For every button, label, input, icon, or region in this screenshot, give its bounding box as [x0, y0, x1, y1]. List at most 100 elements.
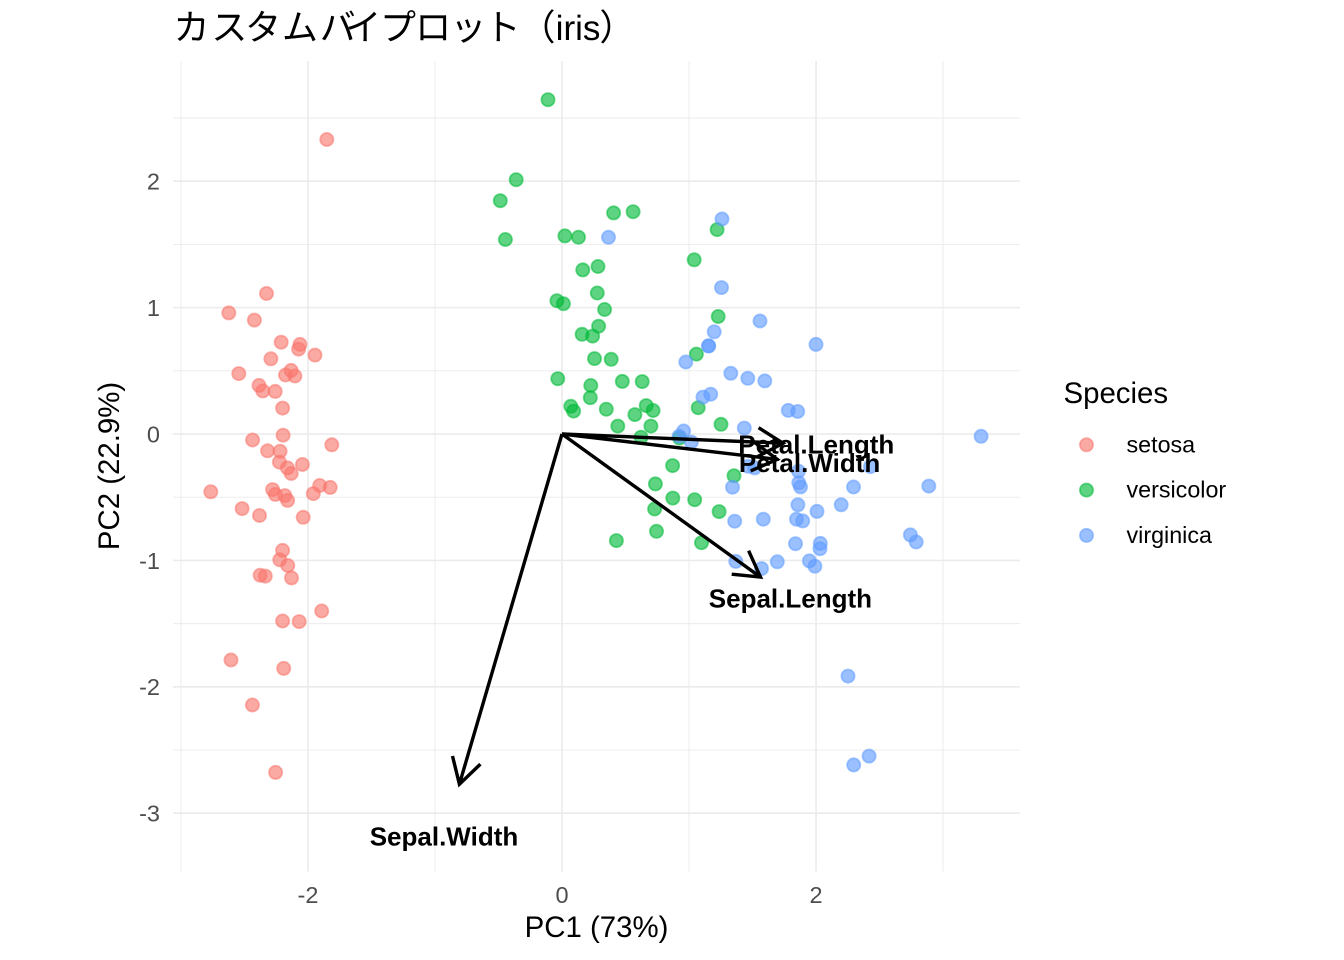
point-virginica — [695, 389, 711, 405]
point-versicolor — [665, 458, 681, 474]
point-versicolor — [625, 204, 641, 220]
point-versicolor — [540, 92, 556, 108]
point-setosa — [324, 437, 340, 453]
loading-label-Petal.Width: Petal.Width — [739, 448, 880, 478]
point-versicolor — [643, 418, 659, 434]
plot-title — [177, 9, 611, 44]
y-tick-label: -1 — [139, 548, 160, 574]
point-setosa — [276, 660, 292, 676]
point-setosa — [223, 652, 239, 668]
arrow-Sepal.Width — [450, 433, 564, 788]
point-versicolor — [557, 228, 573, 244]
point-versicolor — [687, 492, 703, 508]
point-versicolor — [710, 308, 726, 324]
grid-minor-lines — [173, 61, 1020, 872]
point-versicolor — [582, 390, 598, 406]
point-versicolor — [497, 231, 513, 247]
point-virginica — [736, 420, 752, 436]
point-versicolor — [549, 293, 565, 309]
point-virginica — [908, 534, 924, 550]
point-virginica — [706, 324, 722, 340]
point-versicolor — [610, 418, 626, 434]
point-setosa — [305, 486, 321, 502]
point-setosa — [314, 603, 330, 619]
arrow-Sepal.Length — [561, 432, 764, 580]
point-setosa — [307, 347, 323, 363]
legend-label-virginica: virginica — [1127, 522, 1212, 548]
y-tick-label: 2 — [147, 169, 160, 195]
loading-arrows — [450, 426, 787, 788]
point-setosa — [280, 492, 296, 508]
point-setosa — [203, 484, 219, 500]
point-setosa — [221, 305, 237, 321]
point-virginica — [812, 535, 828, 551]
x-axis-title: PC1 (73%) — [525, 911, 669, 944]
y-tick-label: 1 — [147, 295, 160, 321]
point-virginica — [833, 497, 849, 513]
point-setosa — [275, 613, 291, 629]
point-setosa — [234, 501, 250, 517]
point-virginica — [740, 370, 756, 386]
point-setosa — [263, 351, 279, 367]
point-versicolor — [647, 476, 663, 492]
point-setosa — [251, 507, 267, 523]
point-setosa — [251, 377, 267, 393]
loading-labels: Sepal.Length Sepal.Width Petal.LengthPetal… — [370, 430, 895, 852]
legend: Species setosa versicolor virginica — [1064, 377, 1227, 548]
point-versicolor — [591, 318, 607, 334]
point-virginica — [714, 280, 730, 296]
point-setosa — [275, 400, 291, 416]
point-versicolor — [590, 258, 606, 274]
point-virginica — [757, 373, 773, 389]
point-versicolor — [550, 371, 566, 387]
point-setosa — [245, 432, 261, 448]
point-versicolor — [614, 373, 630, 389]
point-setosa — [287, 368, 303, 384]
point-setosa — [273, 334, 289, 350]
point-virginica — [861, 748, 877, 764]
point-virginica — [921, 478, 937, 494]
point-virginica — [769, 554, 785, 570]
point-versicolor — [686, 252, 702, 268]
legend-label-versicolor: versicolor — [1127, 477, 1227, 503]
point-virginica — [755, 511, 771, 527]
loading-label-Petal.Length: Petal.Length — [738, 430, 894, 460]
point-virginica — [807, 558, 823, 574]
legend-title: Species — [1064, 377, 1169, 410]
point-setosa — [295, 509, 311, 525]
point-setosa — [246, 312, 262, 328]
point-virginica — [846, 757, 862, 773]
point-setosa — [294, 456, 310, 472]
point-setosa — [283, 570, 299, 586]
point-virginica — [601, 229, 617, 245]
point-versicolor — [665, 490, 681, 506]
point-setosa — [292, 336, 308, 352]
point-setosa — [244, 697, 260, 713]
point-versicolor — [649, 523, 665, 539]
point-virginica — [973, 428, 989, 444]
point-virginica — [795, 513, 811, 529]
y-tick-label: -3 — [139, 801, 160, 827]
point-versicolor — [575, 262, 591, 278]
loading-label-Sepal.Length: Sepal.Length — [709, 584, 872, 614]
legend-key-versicolor — [1079, 482, 1095, 498]
point-virginica — [790, 403, 806, 419]
grid-major-lines — [173, 61, 1020, 872]
data-points — [203, 92, 989, 780]
point-setosa — [279, 460, 295, 476]
point-versicolor — [634, 374, 650, 390]
point-virginica — [725, 479, 741, 495]
point-setosa — [319, 131, 335, 147]
point-versicolor — [589, 285, 605, 301]
point-virginica — [791, 475, 807, 491]
point-setosa — [272, 552, 288, 568]
point-versicolor — [566, 403, 582, 419]
loading-label-Sepal.Width: Sepal.Width — [370, 822, 519, 852]
x-tick-label: -2 — [298, 882, 319, 908]
legend-label-setosa: setosa — [1127, 431, 1196, 457]
point-virginica — [723, 365, 739, 381]
point-setosa — [231, 366, 247, 382]
point-virginica — [846, 479, 862, 495]
point-setosa — [291, 614, 307, 630]
x-axis-tick-labels: -2 0 2 — [298, 882, 823, 908]
